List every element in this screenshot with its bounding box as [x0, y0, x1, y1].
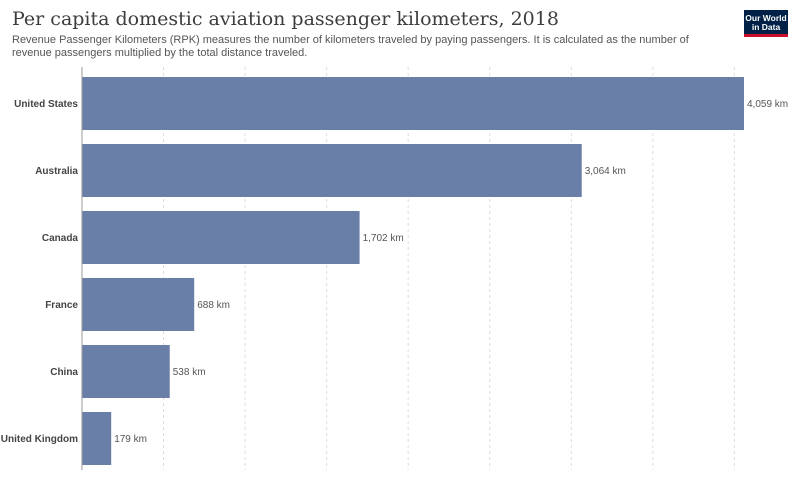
value-label: 538 km	[173, 367, 206, 378]
logo-line-1: Our World	[745, 13, 787, 23]
category-label: Australia	[35, 166, 78, 177]
bar-canada	[82, 211, 360, 264]
bar-united-kingdom	[82, 412, 112, 465]
category-label: France	[45, 300, 78, 311]
bar-china	[82, 345, 170, 398]
category-label: United Kingdom	[1, 434, 78, 445]
value-label: 4,059 km	[747, 99, 788, 110]
value-label: 1,702 km	[363, 233, 404, 244]
owid-logo[interactable]: Our World in Data	[744, 10, 788, 37]
value-label: 3,064 km	[585, 166, 626, 177]
category-label: China	[50, 367, 78, 378]
category-label: United States	[14, 99, 78, 110]
chart-title: Per capita domestic aviation passenger k…	[12, 8, 559, 30]
value-label: 688 km	[197, 300, 230, 311]
category-label: Canada	[42, 233, 79, 244]
bar-australia	[82, 144, 582, 197]
bar-france	[82, 278, 195, 331]
bar-united-states	[82, 77, 744, 130]
logo-line-2: in Data	[751, 22, 781, 32]
chart-subtitle: Revenue Passenger Kilometers (RPK) measu…	[12, 34, 689, 59]
value-label: 179 km	[114, 434, 147, 445]
